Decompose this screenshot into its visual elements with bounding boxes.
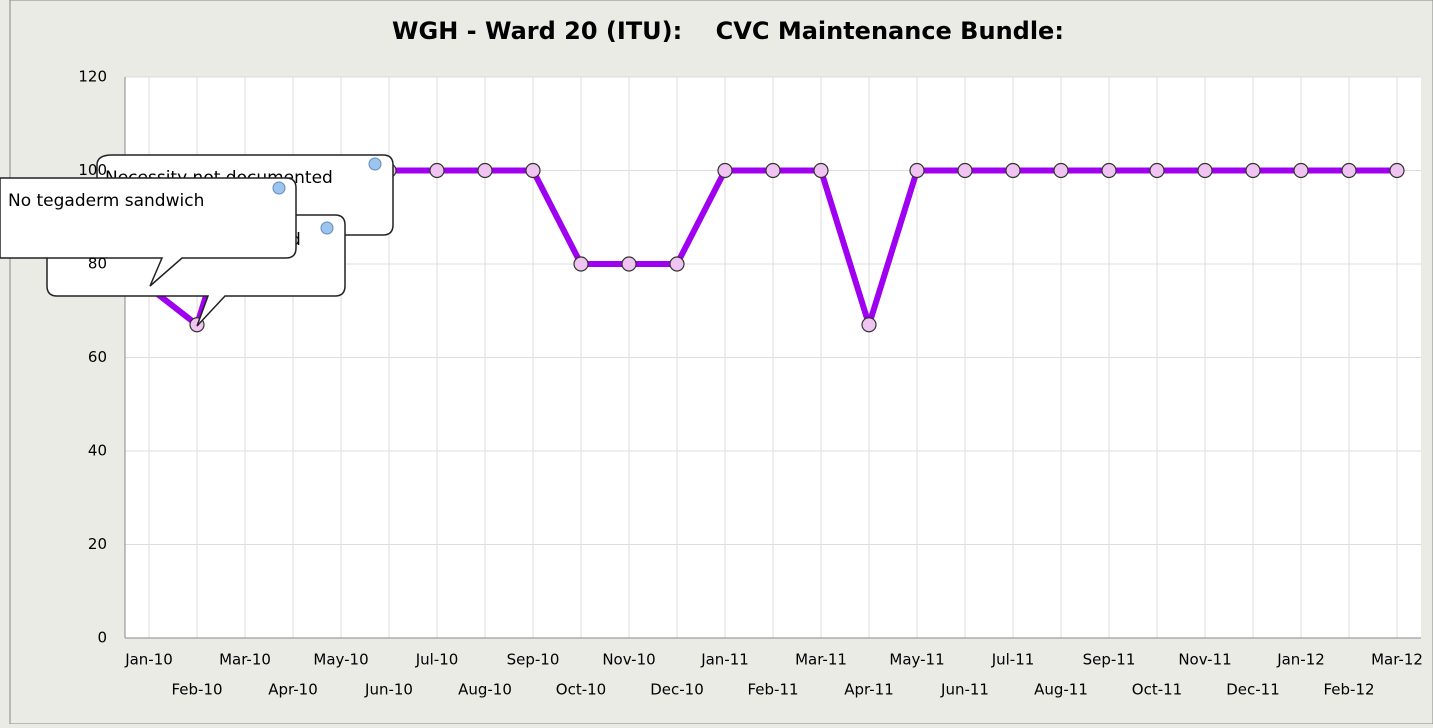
x-tick-label: Mar-10: [219, 651, 271, 669]
x-tick-label: May-11: [889, 651, 944, 669]
x-tick-label: Feb-10: [171, 681, 222, 699]
pin: [272, 181, 286, 195]
x-tick-label: Mar-12: [1371, 651, 1423, 669]
point: [1053, 162, 1069, 179]
point: [669, 256, 685, 272]
y-tick-label: 20: [88, 535, 107, 553]
x-tick-label: Jul-10: [415, 651, 459, 669]
x-tick-label: Aug-11: [1034, 681, 1088, 699]
y-tick-label: 100: [78, 161, 107, 179]
point: [1101, 162, 1117, 179]
bubble: [0, 177, 297, 287]
x-tick-label: Oct-11: [1132, 681, 1182, 699]
x-tick-label: Sep-11: [1083, 651, 1136, 669]
point: [429, 162, 445, 179]
point: [1197, 162, 1213, 179]
point: [621, 256, 637, 272]
x-tick-label: Jul-11: [991, 651, 1035, 669]
point: [717, 162, 733, 179]
point: [477, 162, 493, 179]
y-tick-label: 80: [88, 255, 107, 273]
x-tick-label: Apr-10: [268, 681, 318, 699]
x-tick-label: Feb-11: [747, 681, 798, 699]
point: [1149, 162, 1165, 179]
point: [1245, 162, 1261, 179]
pin: [320, 221, 334, 235]
x-tick-label: Dec-11: [1226, 681, 1280, 699]
x-tick-label: Jan-10: [124, 651, 173, 669]
point: [1389, 162, 1405, 179]
y-tick-label: 60: [88, 348, 107, 366]
point: [525, 162, 541, 179]
y-tick-label: 120: [78, 68, 107, 86]
x-tick-label: May-10: [313, 651, 368, 669]
x-tick-label: Nov-11: [1178, 651, 1231, 669]
x-tick-label: Jun-10: [364, 681, 413, 699]
x-tick-label: Jan-12: [1276, 651, 1325, 669]
y-tick-label: 40: [88, 442, 107, 460]
pin: [368, 157, 382, 171]
x-tick-label: Dec-10: [650, 681, 704, 699]
x-tick-label: Sep-10: [507, 651, 560, 669]
point: [1005, 162, 1021, 179]
chart-title: WGH - Ward 20 (ITU): CVC Maintenance Bun…: [392, 17, 1064, 45]
x-tick-label: Mar-11: [795, 651, 847, 669]
x-tick-label: Feb-12: [1323, 681, 1374, 699]
x-tick-label: Nov-10: [602, 651, 655, 669]
x-tick-label: Jan-11: [700, 651, 749, 669]
point: [957, 162, 973, 179]
y-tick-label: 0: [97, 629, 107, 647]
annotation: No tegaderm sandwich: [8, 191, 204, 211]
x-tick-label: Oct-10: [556, 681, 606, 699]
x-tick-label: Apr-11: [844, 681, 894, 699]
x-tick-label: Aug-10: [458, 681, 512, 699]
point: [861, 317, 877, 333]
point: [1293, 162, 1309, 179]
point: [813, 162, 829, 179]
point: [1341, 162, 1357, 179]
point: [573, 256, 589, 272]
point: [909, 162, 925, 179]
point: [765, 162, 781, 179]
callout: No tegaderm sandwich: [0, 177, 297, 287]
x-tick-label: Jun-11: [940, 681, 989, 699]
